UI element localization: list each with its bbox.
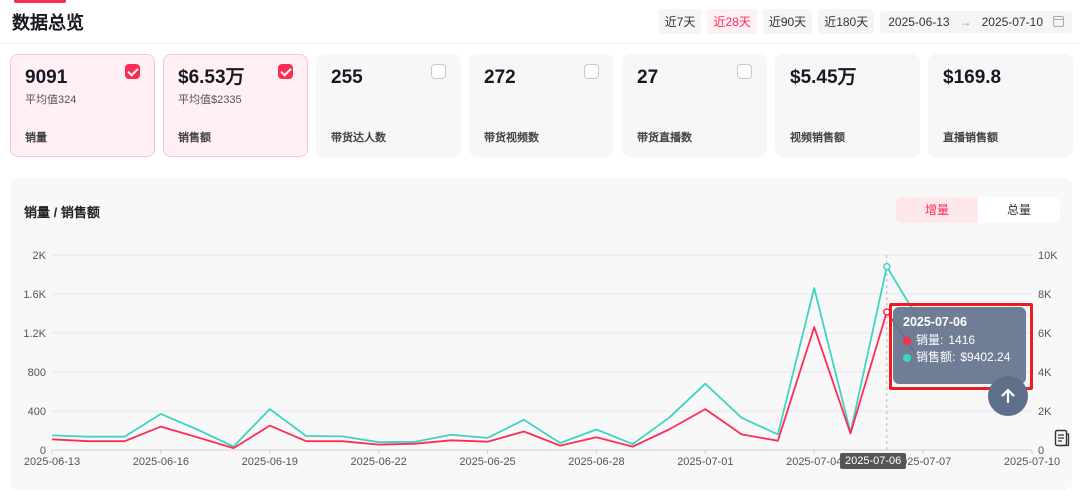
y-left-tick-label: 1.6K <box>23 289 46 301</box>
arrow-up-icon <box>1001 388 1015 404</box>
y-left-tick-label: 0 <box>40 445 46 457</box>
metric-label: 带货直播数 <box>637 132 692 144</box>
metric-label: 直播销售额 <box>943 132 998 144</box>
metric-card-creators[interactable]: 255 带货达人数 <box>316 54 461 157</box>
scroll-top-button[interactable] <box>988 376 1028 416</box>
metric-label: 视频销售额 <box>790 132 845 144</box>
metric-label: 带货视频数 <box>484 132 539 144</box>
metric-card-video-revenue[interactable]: $5.45万 视频销售额 <box>775 54 920 157</box>
tooltip-value: $9402.24 <box>960 350 1011 364</box>
metric-average: 平均值324 <box>25 94 77 106</box>
metric-label: 销量 <box>25 132 47 144</box>
chart-title: 销量 / 销售额 <box>24 205 100 220</box>
metric-value: $169.8 <box>943 67 1002 88</box>
toggle-increment[interactable]: 增量 <box>896 197 978 223</box>
y-right-tick-label: 2K <box>1038 406 1052 418</box>
x-tick-label: 2025-07-07 <box>895 456 951 468</box>
metric-value: $6.53万 <box>178 67 245 88</box>
x-tick-label: 2025-07-01 <box>677 456 733 468</box>
metric-average: 平均值$2335 <box>178 94 242 106</box>
y-left-tick-label: 400 <box>28 406 46 418</box>
tooltip-row-revenue: 销售额: $9402.24 <box>903 349 1016 366</box>
range-180d-button[interactable]: 近180天 <box>818 9 875 34</box>
metric-value: 272 <box>484 67 516 88</box>
tooltip-highlight-frame <box>889 303 1033 390</box>
mode-toggle: 增量 总量 <box>896 197 1060 223</box>
range-90d-button[interactable]: 近90天 <box>762 9 813 34</box>
metric-card-lives[interactable]: 27 带货直播数 <box>622 54 767 157</box>
calendar-icon <box>1053 16 1064 27</box>
y-right-tick-label: 6K <box>1038 328 1052 340</box>
sales-series-line <box>51 310 924 450</box>
tooltip-value: 1416 <box>948 333 976 347</box>
y-left-tick-label: 2K <box>33 250 47 262</box>
tooltip-label: 销售额: <box>916 350 956 364</box>
metric-checkbox[interactable] <box>584 64 599 79</box>
chart-tooltip: 2025-07-06 销量: 1416 销售额: $9402.24 <box>893 307 1026 384</box>
y-left-tick-label: 800 <box>28 367 46 379</box>
metric-value: 27 <box>637 67 659 88</box>
hover-x-label: 2025-07-06 <box>840 453 907 469</box>
date-start: 2025-06-13 <box>888 14 950 29</box>
y-right-tick-label: 0 <box>1038 445 1044 457</box>
range-28d-button[interactable]: 近28天 <box>707 9 757 34</box>
metric-card-videos[interactable]: 272 带货视频数 <box>469 54 614 157</box>
y-right-tick-label: 10K <box>1038 250 1058 262</box>
revenue-series-line <box>51 265 924 448</box>
y-right-tick-label: 4K <box>1038 367 1052 379</box>
metric-label: 销售额 <box>178 132 211 144</box>
date-range-selector: 近7天 近28天 近90天 近180天 2025-06-13 → 2025-07… <box>658 9 1072 34</box>
metric-checkbox[interactable] <box>737 64 752 79</box>
metric-card-sales[interactable]: 9091 平均值324 销量 <box>10 54 155 157</box>
metric-checkbox[interactable] <box>278 64 293 79</box>
sales-dot-icon <box>903 336 911 345</box>
metric-card-live-revenue[interactable]: $169.8 直播销售额 <box>928 54 1073 157</box>
x-tick-label: 2025-06-13 <box>24 456 80 468</box>
metric-checkbox[interactable] <box>125 64 140 79</box>
tooltip-date: 2025-07-06 <box>903 315 967 329</box>
range-7d-button[interactable]: 近7天 <box>658 9 702 34</box>
header: 数据总览 近7天 近28天 近90天 近180天 2025-06-13 → 20… <box>0 0 1080 44</box>
metric-cards: 9091 平均值324 销量 $6.53万 平均值$2335 销售额 255 带… <box>10 54 1073 157</box>
date-end: 2025-07-10 <box>981 14 1043 29</box>
y-left-tick-label: 1.2K <box>23 328 46 340</box>
x-tick-label: 2025-06-19 <box>242 456 298 468</box>
page-title: 数据总览 <box>12 13 84 33</box>
x-tick-label: 2025-06-25 <box>459 456 515 468</box>
metric-value: 255 <box>331 67 363 88</box>
metric-value: $5.45万 <box>790 67 857 88</box>
revenue-dot-icon <box>903 353 911 362</box>
date-range-picker[interactable]: 2025-06-13 → 2025-07-10 <box>880 10 1072 33</box>
document-icon[interactable] <box>1054 429 1070 447</box>
metric-card-revenue[interactable]: $6.53万 平均值$2335 销售额 <box>163 54 308 157</box>
title-accent-bar <box>14 0 66 3</box>
toggle-total[interactable]: 总量 <box>1006 203 1031 217</box>
x-tick-label: 2025-07-10 <box>1004 456 1060 468</box>
revenue-hover-point <box>883 262 891 271</box>
tooltip-label: 销量: <box>916 333 944 347</box>
x-tick-label: 2025-07-04 <box>786 456 842 468</box>
x-tick-label: 2025-06-28 <box>568 456 624 468</box>
metric-checkbox[interactable] <box>431 64 446 79</box>
y-right-tick-label: 8K <box>1038 289 1052 301</box>
date-arrow: → <box>959 14 972 29</box>
metric-value: 9091 <box>25 67 68 88</box>
metric-label: 带货达人数 <box>331 132 386 144</box>
x-tick-label: 2025-06-16 <box>133 456 189 468</box>
tooltip-row-sales: 销量: 1416 <box>903 332 1016 349</box>
x-tick-label: 2025-06-22 <box>351 456 407 468</box>
